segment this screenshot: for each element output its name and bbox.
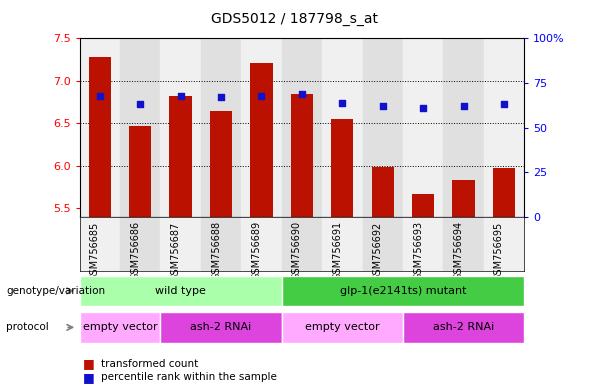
Point (499, 101, 509, 108)
Point (459, 103, 468, 109)
Text: empty vector: empty vector (82, 322, 157, 333)
Bar (241, 38, 282, 217)
Point (257, 93, 266, 99)
Bar (372, 167, 394, 217)
Text: GSM756693: GSM756693 (413, 221, 423, 280)
Bar (484, 38, 524, 217)
Bar (362, 38, 403, 217)
Point (418, 105, 428, 111)
Bar (452, 180, 475, 217)
Bar (484, 217, 524, 271)
Point (378, 103, 388, 109)
Text: ash-2 RNAi: ash-2 RNAi (433, 322, 494, 333)
Bar (282, 312, 403, 343)
Bar (444, 217, 484, 271)
Bar (80, 38, 120, 217)
Bar (282, 38, 322, 217)
Text: wild type: wild type (155, 286, 206, 296)
Point (95, 93, 104, 99)
Text: GDS5012 / 187798_s_at: GDS5012 / 187798_s_at (211, 12, 378, 25)
Text: GSM756686: GSM756686 (130, 221, 140, 280)
Bar (412, 194, 434, 217)
Text: GSM756692: GSM756692 (373, 221, 383, 280)
Text: transformed count: transformed count (101, 359, 198, 369)
Text: ash-2 RNAi: ash-2 RNAi (190, 322, 252, 333)
Text: GSM756685: GSM756685 (90, 221, 100, 280)
Bar (493, 169, 515, 217)
Bar (322, 217, 362, 271)
Point (135, 101, 145, 108)
Bar (241, 217, 282, 271)
Text: GSM756690: GSM756690 (292, 221, 302, 280)
Bar (160, 38, 201, 217)
Bar (80, 312, 160, 343)
Bar (210, 111, 232, 217)
Text: GSM756694: GSM756694 (454, 221, 464, 280)
Bar (160, 217, 201, 271)
Text: genotype/variation: genotype/variation (6, 286, 105, 296)
Text: protocol: protocol (6, 322, 49, 333)
Bar (129, 126, 151, 217)
Point (176, 93, 186, 99)
Text: glp-1(e2141ts) mutant: glp-1(e2141ts) mutant (340, 286, 466, 296)
Bar (331, 119, 353, 217)
Text: GSM756689: GSM756689 (252, 221, 262, 280)
Bar (201, 217, 241, 271)
Text: ■: ■ (82, 371, 94, 384)
Bar (291, 94, 313, 217)
Bar (80, 217, 120, 271)
Bar (444, 38, 484, 217)
Bar (160, 312, 282, 343)
Point (337, 99, 347, 106)
Text: GSM756687: GSM756687 (171, 221, 181, 280)
Bar (403, 217, 444, 271)
Bar (120, 217, 160, 271)
Text: percentile rank within the sample: percentile rank within the sample (101, 372, 277, 382)
Bar (322, 38, 362, 217)
Bar (80, 276, 282, 306)
Text: GSM756695: GSM756695 (494, 221, 504, 280)
Bar (403, 312, 524, 343)
Bar (250, 63, 273, 217)
Text: GSM756691: GSM756691 (332, 221, 342, 280)
Bar (120, 38, 160, 217)
Bar (88, 57, 111, 217)
Bar (201, 38, 241, 217)
Bar (282, 217, 322, 271)
Text: empty vector: empty vector (305, 322, 379, 333)
Point (297, 91, 307, 97)
Bar (362, 217, 403, 271)
Bar (282, 276, 524, 306)
Point (216, 94, 226, 100)
Bar (170, 96, 191, 217)
Text: ■: ■ (82, 358, 94, 371)
Bar (403, 38, 444, 217)
Text: GSM756688: GSM756688 (211, 221, 221, 280)
